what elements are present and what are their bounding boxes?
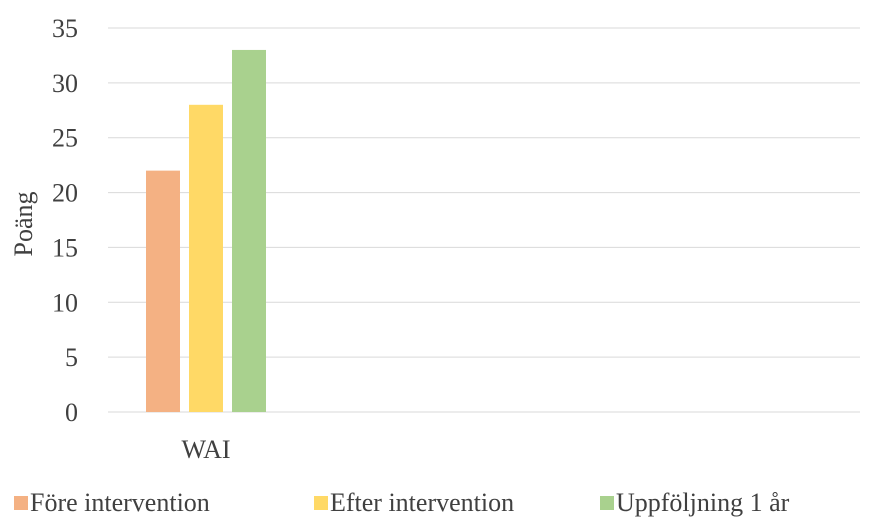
y-tick-label: 10 — [52, 288, 78, 317]
legend-swatch — [600, 496, 614, 510]
y-tick-label: 25 — [52, 124, 78, 153]
bar-wai-series-0 — [146, 171, 180, 412]
bar-wai-series-1 — [189, 105, 223, 412]
y-tick-label: 5 — [65, 343, 78, 372]
legend-label: Efter intervention — [330, 488, 514, 517]
legend-label: Före intervention — [30, 488, 210, 517]
legend-swatch — [14, 496, 28, 510]
legend-swatch — [314, 496, 328, 510]
y-axis-ticks: 0 5 10 15 20 25 30 35 — [52, 14, 78, 427]
y-tick-label: 15 — [52, 233, 78, 262]
y-tick-label: 0 — [65, 398, 78, 427]
legend: Före intervention Efter intervention Uppfö… — [14, 488, 790, 517]
bars — [146, 50, 266, 412]
y-tick-label: 30 — [52, 69, 78, 98]
bar-wai-series-2 — [232, 50, 266, 412]
x-axis-categories: WAI — [181, 435, 230, 464]
x-category-label: WAI — [181, 435, 230, 464]
legend-label: Uppföljning 1 år — [616, 488, 790, 517]
y-tick-label: 35 — [52, 14, 78, 43]
y-axis-label: Poäng — [9, 192, 38, 257]
y-tick-label: 20 — [52, 179, 78, 208]
